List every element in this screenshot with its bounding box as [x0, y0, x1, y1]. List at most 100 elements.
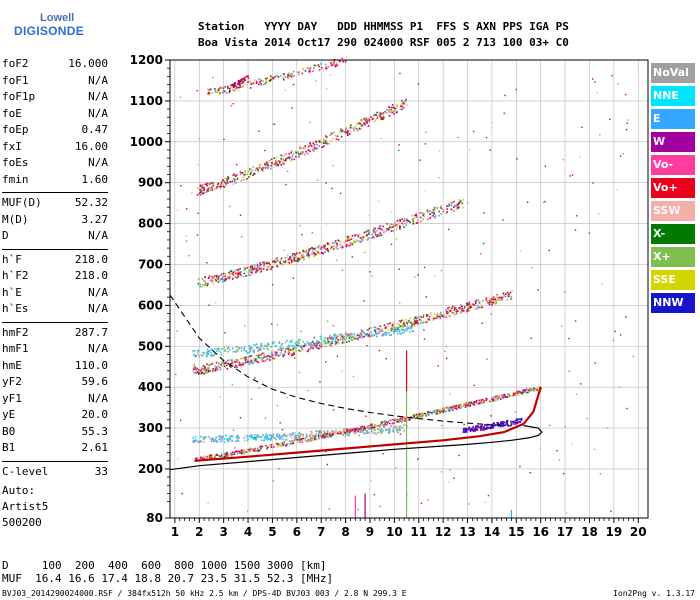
echo-dot	[363, 123, 366, 126]
echo-dot	[294, 151, 297, 153]
echo-dot	[292, 255, 295, 257]
echo-dot	[458, 307, 461, 309]
echo-dot	[265, 163, 268, 166]
echo-dot	[221, 438, 223, 440]
echo-dot	[456, 205, 458, 207]
echo-dot	[275, 437, 277, 440]
echo-dot	[291, 154, 294, 156]
echo-dot	[268, 358, 270, 360]
echo-dot	[266, 347, 269, 350]
echo-dot	[303, 258, 305, 261]
echo-dot	[436, 410, 439, 413]
echo-dot	[236, 439, 238, 442]
y-tick-label: 400	[138, 380, 163, 394]
echo-dot	[309, 70, 311, 72]
echo-dot	[341, 57, 343, 60]
echo-dot	[350, 238, 353, 240]
echo-dot	[463, 307, 466, 310]
noise-dot	[179, 96, 182, 98]
echo-dot	[251, 360, 253, 362]
echo-dot	[520, 419, 523, 421]
echo-dot	[446, 312, 448, 315]
echo-dot	[438, 211, 441, 214]
noise-dot	[413, 276, 416, 278]
echo-dot	[382, 424, 385, 426]
echo-dot	[427, 412, 430, 414]
echo-dot	[217, 89, 220, 92]
noise-dot	[191, 192, 193, 194]
noise-dot	[176, 209, 179, 211]
echo-dot	[270, 158, 273, 161]
echo-dot	[426, 413, 429, 416]
echo-dot	[204, 183, 207, 185]
echo-dot	[283, 433, 286, 436]
echo-dot	[476, 428, 479, 431]
echo-dot	[214, 91, 217, 94]
legend-item: NoVal	[651, 63, 695, 83]
echo-dot	[219, 440, 222, 443]
echo-dot	[368, 327, 371, 330]
echo-dot	[300, 438, 303, 440]
echo-dot	[361, 429, 363, 432]
echo-dot	[389, 322, 391, 325]
param-name: C-level	[2, 464, 49, 478]
echo-dot	[231, 180, 234, 183]
echo-dot	[491, 424, 494, 427]
echo-dot	[229, 180, 232, 183]
noise-dot	[537, 289, 539, 291]
echo-dot	[323, 345, 326, 348]
echo-dot	[269, 80, 271, 82]
echo-dot	[346, 134, 349, 137]
echo-dot	[388, 432, 390, 434]
echo-dot	[205, 369, 208, 371]
echo-dot	[216, 366, 219, 368]
noise-dot	[449, 469, 451, 471]
echo-dot	[403, 103, 405, 105]
echo-dot	[215, 368, 218, 371]
echo-dot	[258, 164, 261, 167]
echo-dot	[285, 153, 287, 155]
echo-dot	[237, 436, 239, 438]
echo-dot	[380, 432, 383, 435]
noise-dot	[438, 150, 441, 152]
echo-dot	[268, 268, 270, 270]
y-tick-label: 1000	[130, 135, 163, 149]
echo-dot	[533, 389, 536, 392]
echo-dot	[374, 432, 376, 434]
echo-dot	[330, 435, 333, 437]
echo-dot	[223, 277, 226, 280]
echo-dot	[417, 323, 420, 325]
echo-dot	[199, 285, 202, 288]
echo-dot	[340, 129, 343, 131]
echo-dot	[275, 351, 277, 353]
echo-dot	[216, 348, 219, 350]
noise-dot	[294, 348, 297, 350]
echo-dot	[401, 418, 403, 420]
echo-dot	[210, 363, 213, 366]
noise-dot	[281, 429, 284, 431]
trace-lines	[169, 294, 543, 471]
echo-dot	[451, 407, 454, 410]
echo-dot	[258, 263, 261, 266]
echo-dot	[282, 438, 284, 441]
echo-dot	[204, 284, 207, 287]
x-tick-label: 16	[532, 525, 549, 539]
echo-dot	[422, 415, 424, 417]
echo-dot	[253, 351, 255, 353]
echo-dot	[420, 220, 422, 223]
echo-dot	[494, 396, 497, 399]
echo-dot	[504, 396, 506, 398]
echo-dot	[517, 392, 519, 394]
echo-dot	[229, 438, 231, 440]
echo-dot	[384, 421, 386, 423]
echo-dot	[215, 274, 218, 277]
echo-dot	[208, 367, 210, 369]
echo-dot	[300, 438, 303, 441]
noise-dot	[357, 430, 360, 432]
echo-dot	[255, 436, 258, 439]
echo-dot	[395, 426, 397, 428]
noise-dot	[473, 384, 475, 387]
echo-dot	[206, 182, 209, 185]
echo-dot	[465, 428, 468, 431]
echo-dot	[301, 441, 303, 443]
